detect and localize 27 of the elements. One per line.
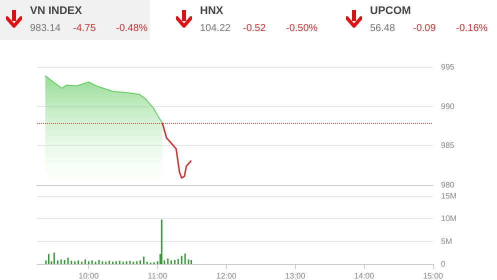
- y-tick-label: 0: [441, 260, 446, 268]
- x-tick-label: 12:00: [216, 272, 237, 280]
- y-tick-label: 985: [441, 141, 455, 150]
- text: -4.75: [73, 23, 96, 34]
- text: -0.50%: [286, 23, 318, 34]
- x-tick-label: 11:00: [148, 272, 168, 280]
- x-tick-label: 13:00: [285, 272, 306, 280]
- x-tick-label: 14:00: [354, 272, 375, 280]
- text: -0.48%: [116, 23, 148, 34]
- y-tick-label: 10M: [441, 214, 457, 224]
- text: 983.14: [30, 23, 61, 34]
- line-series: [162, 122, 192, 179]
- x-tick-label: 10:00: [78, 272, 100, 280]
- y-tick-label: 980: [441, 180, 455, 190]
- text: -0.16%: [456, 23, 488, 34]
- text: 104.22: [200, 23, 231, 34]
- text: -0.52: [243, 23, 266, 34]
- text: HNX: [200, 5, 224, 17]
- y-tick-label: 990: [441, 102, 455, 111]
- text: 56.48: [370, 23, 396, 34]
- y-tick-label: 995: [441, 62, 455, 72]
- text: -0.09: [413, 23, 436, 34]
- x-tick-label: 15:00: [422, 272, 444, 280]
- y-tick-label: 5M: [441, 236, 452, 246]
- text: VN INDEX: [30, 5, 82, 17]
- text: UPCOM: [370, 5, 411, 17]
- y-tick-label: 15M: [441, 192, 457, 200]
